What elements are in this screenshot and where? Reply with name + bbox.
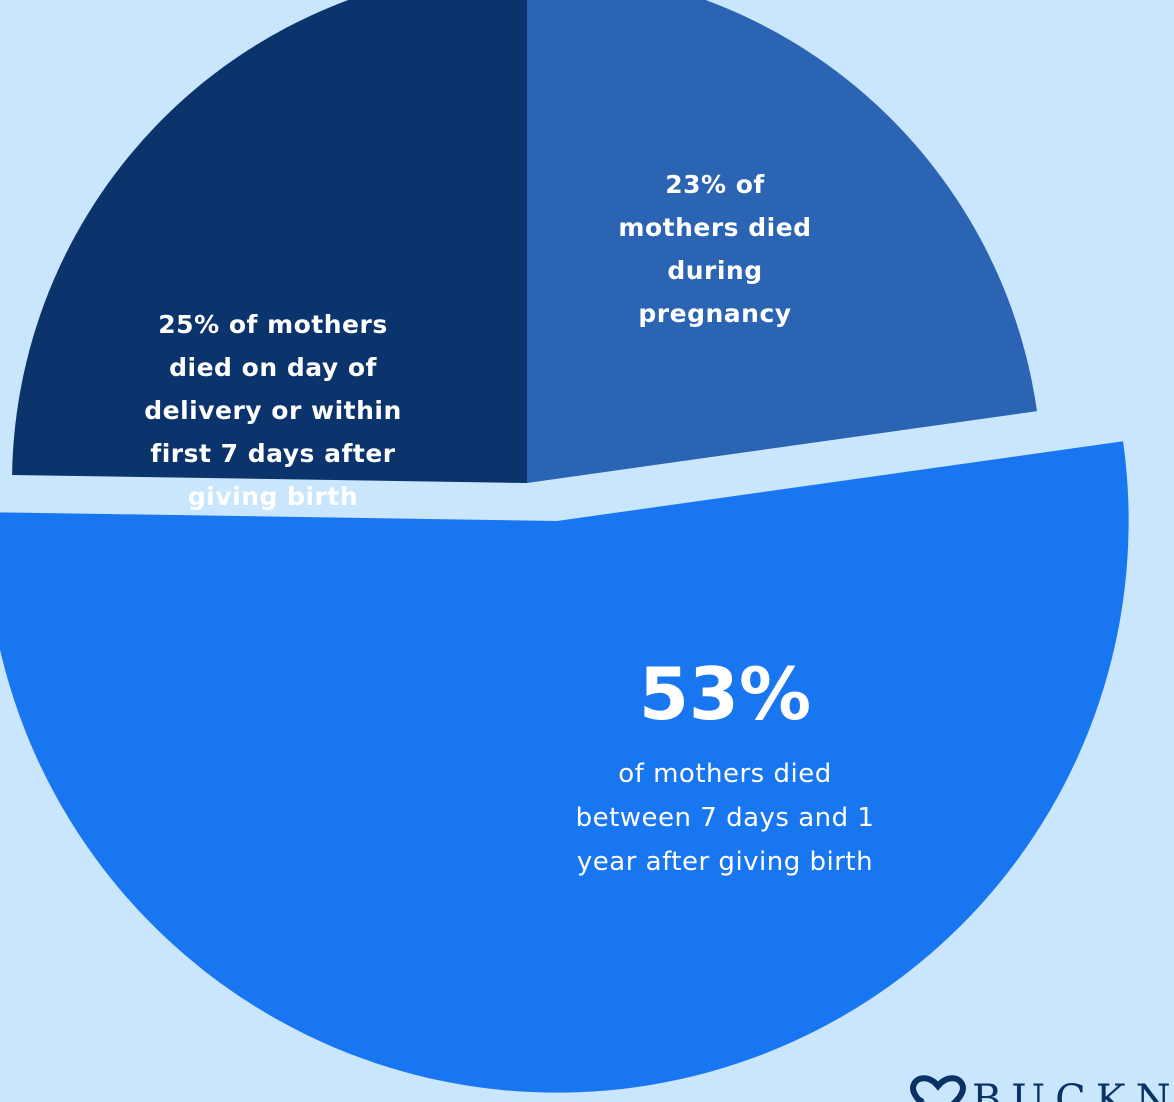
heart-outline-icon [910,1075,966,1102]
slice-label-postpartum-description: of mothers died between 7 days and 1 yea… [575,759,875,877]
brand-logo-text: BUCKN [972,1077,1174,1102]
brand-logo: BUCKN [908,1072,1174,1102]
pie-slice-postpartum [0,441,1129,1093]
pie-slice-pregnancy [527,0,1037,483]
slice-label-pregnancy: 23% of mothers died during pregnancy [618,170,812,328]
slice-label-delivery: 25% of mothers died on day of delivery o… [144,310,402,511]
slice-label-postpartum-percent: 53% [638,652,812,736]
pie-slice-delivery [12,0,527,483]
